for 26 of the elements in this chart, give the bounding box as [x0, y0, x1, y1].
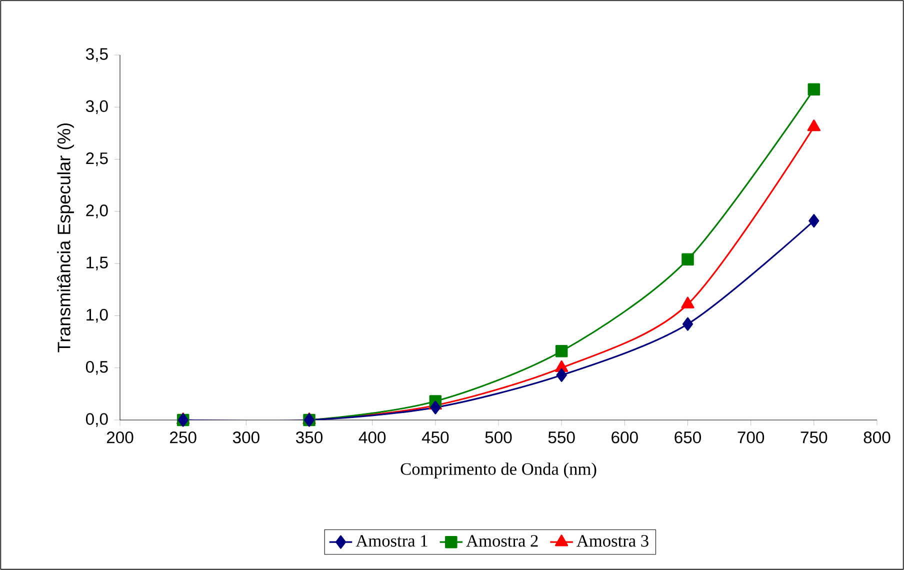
y-tick-label: 1,0	[86, 308, 108, 323]
x-tick-label: 750	[800, 432, 828, 444]
x-tick-label: 550	[548, 432, 575, 444]
y-tick-label: 0,5	[86, 360, 108, 375]
x-axis-title: Comprimento de Onda (nm)	[400, 462, 596, 478]
x-tick-label: 300	[232, 432, 260, 444]
x-tick-label: 800	[864, 432, 890, 444]
y-tick-label: 2,5	[86, 152, 108, 166]
y-tick-label: 0,0	[86, 413, 108, 427]
x-tick-label: 500	[485, 432, 512, 444]
legend-label: Amostra 3	[576, 535, 648, 547]
y-axis-title: Transmitância Especular (%)	[57, 123, 74, 352]
x-tick-label: 650	[674, 432, 701, 444]
x-tick-label: 200	[106, 432, 134, 444]
x-tick-label: 350	[296, 432, 322, 444]
x-tick-label: 400	[358, 432, 386, 444]
legend-label: Amostra 2	[466, 535, 538, 547]
x-tick-label: 450	[422, 432, 449, 444]
y-tick-label: 1,5	[86, 256, 108, 270]
y-tick-label: 3,0	[86, 100, 108, 114]
legend-label: Amostra 1	[356, 535, 428, 547]
y-tick-label: 3,5	[86, 48, 108, 62]
x-tick-label: 700	[738, 432, 764, 444]
x-tick-label: 250	[170, 432, 196, 444]
y-tick-label: 2,0	[86, 204, 108, 218]
x-tick-label: 600	[612, 432, 638, 444]
